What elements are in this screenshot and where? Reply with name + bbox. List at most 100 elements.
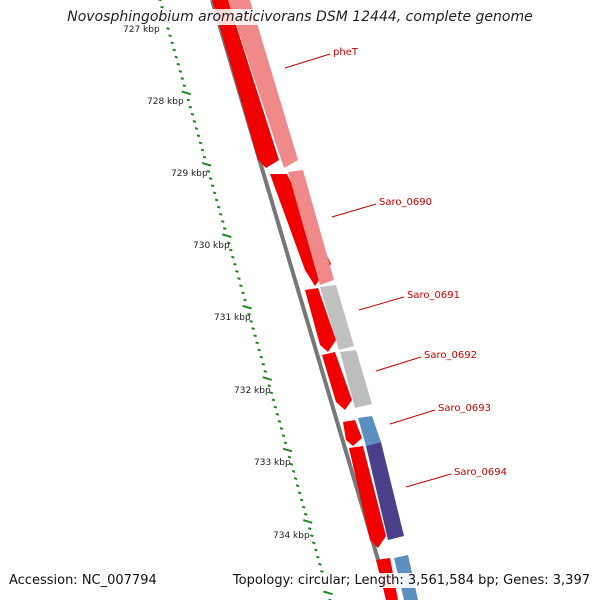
ruler-minor-tick	[320, 570, 324, 573]
kbp-ruler	[158, 0, 333, 600]
ruler-minor-tick	[178, 70, 183, 73]
ruler-minor-tick	[229, 248, 233, 252]
tick-label-734: 734 kbp	[273, 531, 310, 541]
ruler-minor-tick	[312, 541, 316, 545]
ruler-minor-tick	[210, 184, 215, 188]
cds-band-saro-0691[interactable]	[320, 285, 354, 350]
ruler-minor-tick	[186, 98, 191, 102]
cds-band-saro-0694[interactable]	[366, 442, 404, 540]
ruler-minor-tick	[297, 491, 302, 495]
ruler-minor-tick	[188, 105, 193, 109]
ruler-minor-tick	[301, 505, 306, 509]
ruler-minor-tick	[160, 5, 164, 9]
ruler-minor-tick	[247, 312, 251, 316]
tick-label-732: 732 kbp	[234, 386, 271, 396]
gene-arrow-saro-0691[interactable]	[305, 288, 336, 352]
ruler-major-tick	[242, 304, 252, 310]
ruler-minor-tick	[182, 84, 187, 88]
ruler-minor-tick	[267, 384, 272, 388]
gene-arrow-saro-0692[interactable]	[322, 352, 352, 410]
ruler-minor-tick	[289, 462, 294, 466]
ruler-major-tick	[221, 233, 232, 239]
ruler-minor-tick	[202, 155, 207, 159]
ruler-minor-tick	[170, 41, 174, 45]
ruler-minor-tick	[172, 48, 176, 52]
ruler-minor-tick	[216, 205, 221, 209]
tick-label-727: 727 kbp	[123, 25, 160, 35]
ruler-minor-tick	[231, 255, 235, 259]
ruler-minor-tick	[237, 277, 241, 280]
gene-label-saro-0691[interactable]: Saro_0691	[407, 290, 460, 301]
ruler-minor-tick	[273, 405, 278, 409]
ruler-minor-tick	[239, 284, 243, 288]
genome-summary-text: Topology: circular; Length: 3,561,584 bp…	[230, 573, 592, 588]
tick-label-730: 730 kbp	[193, 241, 230, 251]
cds-band-saro-0690[interactable]	[288, 170, 334, 285]
ruler-minor-tick	[316, 555, 320, 559]
ruler-minor-tick	[271, 398, 276, 402]
gene-label-saro-0693[interactable]: Saro_0693	[438, 403, 491, 414]
ruler-minor-tick	[263, 370, 268, 373]
forward-genes	[212, 0, 398, 600]
ruler-minor-tick	[233, 262, 237, 266]
ruler-major-tick	[201, 161, 212, 167]
cds-band-saro-0693[interactable]	[358, 416, 381, 446]
ruler-minor-tick	[277, 420, 282, 423]
gene-label-phet[interactable]: pheT	[333, 47, 359, 58]
gene-arrow-saro-0693[interactable]	[343, 420, 362, 446]
ruler-minor-tick	[279, 427, 284, 430]
label-leaders	[284, 53, 452, 488]
ruler-minor-tick	[283, 441, 288, 445]
ruler-minor-tick	[293, 477, 298, 480]
tick-label-731: 731 kbp	[214, 313, 251, 323]
ruler-minor-tick	[307, 527, 312, 530]
ruler-major-tick	[181, 90, 192, 96]
ruler-minor-tick	[176, 62, 181, 66]
tick-label-729: 729 kbp	[171, 169, 208, 179]
ruler-major-tick	[323, 590, 333, 596]
accession-text: Accession: NC_007794	[7, 573, 159, 588]
gene-label-saro-0694[interactable]: Saro_0694	[454, 467, 507, 478]
gene-labels: pheT Saro_0690 Saro_0691 Saro_0692 Saro_…	[333, 47, 507, 478]
ruler-minor-tick	[253, 334, 257, 338]
ruler-minor-tick	[235, 270, 239, 273]
ruler-minor-tick	[222, 227, 227, 230]
cds-bands	[228, 0, 418, 600]
ruler-minor-tick	[214, 198, 219, 202]
ruler-minor-tick	[295, 484, 300, 488]
ruler-minor-tick	[192, 120, 197, 123]
ruler-minor-tick	[180, 77, 185, 80]
ruler-minor-tick	[194, 127, 199, 130]
ruler-minor-tick	[206, 170, 211, 173]
ruler-minor-tick	[241, 291, 245, 295]
ruler-minor-tick	[220, 220, 225, 223]
ruler-minor-tick	[166, 27, 170, 30]
ruler-minor-tick	[269, 391, 274, 395]
tick-labels: 727 kbp 728 kbp 729 kbp 730 kbp 731 kbp …	[123, 25, 310, 541]
ruler-minor-tick	[249, 320, 253, 323]
ruler-minor-tick	[227, 241, 231, 245]
gene-label-saro-0692[interactable]: Saro_0692	[424, 350, 477, 361]
cds-band-phet[interactable]	[228, 0, 298, 168]
tick-label-733: 733 kbp	[254, 458, 291, 468]
ruler-minor-tick	[287, 455, 292, 459]
ruler-minor-tick	[309, 534, 314, 538]
ruler-minor-tick	[243, 298, 247, 302]
gene-arrow-phet[interactable]	[212, 0, 279, 168]
gene-label-saro-0690[interactable]: Saro_0690	[379, 197, 432, 208]
ruler-minor-tick	[314, 548, 318, 552]
ruler-minor-tick	[190, 112, 195, 116]
gene-arrow-saro-0694[interactable]	[349, 446, 386, 548]
ruler-minor-tick	[218, 212, 223, 216]
ruler-minor-tick	[174, 55, 178, 59]
ruler-minor-tick	[303, 512, 308, 516]
ruler-major-tick	[282, 447, 293, 453]
cds-band-saro-0692[interactable]	[340, 350, 372, 408]
ruler-minor-tick	[259, 355, 263, 359]
map-title: Novosphingobium aromaticivorans DSM 1244…	[0, 9, 600, 25]
ruler-minor-tick	[275, 412, 280, 416]
ruler-minor-tick	[198, 141, 203, 145]
ruler-major-tick	[262, 376, 273, 381]
ruler-minor-tick	[318, 562, 322, 566]
ruler-minor-tick	[261, 362, 266, 366]
